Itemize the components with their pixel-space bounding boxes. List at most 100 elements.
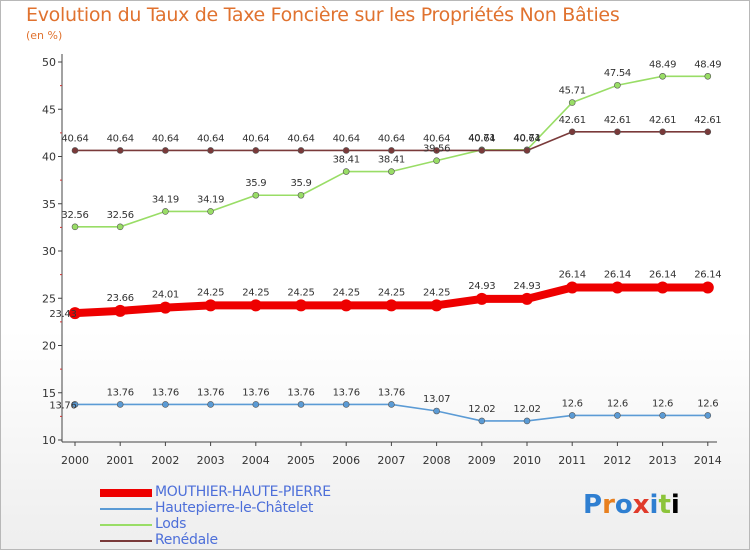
data-label: 48.49	[694, 59, 721, 70]
y-tick-label: 50	[42, 56, 56, 69]
data-label: 42.61	[559, 115, 586, 126]
data-label: 13.76	[378, 387, 405, 398]
x-tick-label: 2002	[151, 454, 179, 467]
data-label: 26.14	[604, 269, 631, 280]
series-point-2	[342, 168, 350, 175]
data-label: 23.43	[49, 309, 76, 320]
y-tick-label: 40	[42, 151, 56, 164]
series-point-0	[340, 299, 353, 312]
data-label: 40.64	[242, 133, 269, 144]
series-point-2	[433, 157, 440, 164]
chart-subtitle: (en %)	[26, 29, 63, 42]
data-label: 13.76	[242, 387, 269, 398]
y-tick-label: 35	[42, 198, 56, 211]
series-point-1	[614, 412, 621, 419]
x-tick-label: 2001	[106, 454, 134, 467]
series-point-3	[162, 147, 169, 154]
series-point-0	[114, 304, 127, 317]
logo-letter: t	[658, 490, 671, 520]
data-label: 40.64	[197, 133, 224, 144]
series-point-2	[162, 208, 169, 215]
y-tick-label: 45	[42, 103, 56, 116]
x-tick-label: 2014	[694, 454, 722, 467]
series-point-0	[521, 292, 533, 305]
series-point-2	[116, 223, 124, 231]
series-point-1	[433, 407, 440, 415]
series-point-1	[116, 401, 124, 408]
series-point-0	[249, 299, 262, 312]
data-label: 40.64	[152, 133, 179, 144]
data-label: 40.64	[513, 133, 540, 144]
x-tick-label: 2003	[197, 454, 225, 467]
data-label: 42.61	[694, 115, 721, 126]
series-point-2	[704, 72, 712, 80]
data-label: 13.76	[287, 387, 314, 398]
data-label: 40.64	[107, 133, 134, 144]
series-point-0	[656, 281, 669, 294]
data-label: 23.66	[107, 293, 134, 304]
data-label: 48.49	[649, 59, 676, 70]
series-point-3	[342, 147, 350, 154]
logo-letter: r	[602, 490, 615, 520]
series-point-2	[71, 223, 79, 231]
series-point-1	[207, 401, 214, 408]
data-label: 40.71	[513, 133, 540, 144]
data-label: 24.25	[423, 287, 450, 298]
y-tick-label: 30	[42, 245, 56, 258]
series-point-1	[252, 401, 260, 408]
proxiti-logo: Proxiti	[583, 490, 680, 520]
series-point-1	[342, 401, 350, 408]
data-label: 24.93	[468, 281, 495, 292]
series-point-3	[252, 147, 260, 154]
data-label: 40.64	[333, 133, 360, 144]
series-point-2	[297, 191, 305, 199]
legend-swatch	[100, 524, 152, 526]
logo-letter: i	[649, 490, 659, 520]
x-tick-label: 2000	[61, 454, 89, 467]
series-point-3	[433, 147, 440, 154]
series-point-0	[159, 301, 172, 314]
data-label: 32.56	[61, 210, 88, 221]
data-label: 13.76	[197, 387, 224, 398]
data-label: 24.25	[378, 287, 405, 298]
series-point-1	[568, 412, 576, 419]
x-tick-label: 2005	[287, 454, 315, 467]
data-label: 45.71	[559, 86, 586, 97]
x-tick-label: 2012	[603, 454, 631, 467]
data-label: 12.02	[513, 404, 540, 415]
logo-letter: x	[632, 490, 650, 520]
x-tick-label: 2007	[377, 454, 405, 467]
series-point-0	[69, 307, 81, 320]
legend-label: Renédale	[155, 532, 218, 548]
data-label: 34.19	[197, 194, 224, 205]
y-tick-label: 20	[42, 340, 56, 353]
series-point-1	[162, 401, 169, 408]
data-label: 35.9	[290, 178, 311, 189]
data-label: 40.64	[378, 133, 405, 144]
data-label: 35.9	[245, 178, 266, 189]
legend-label: MOUTHIER-HAUTE-PIERRE	[155, 484, 331, 500]
data-label: 24.25	[333, 287, 360, 298]
data-label: 40.64	[468, 133, 495, 144]
data-label: 40.64	[423, 133, 450, 144]
series-point-3	[478, 147, 486, 154]
data-label: 13.76	[49, 400, 76, 411]
data-label: 12.6	[652, 398, 673, 409]
series-point-1	[388, 401, 395, 408]
y-tick-label: 10	[42, 434, 56, 447]
series-point-3	[71, 147, 79, 154]
series-point-0	[430, 299, 443, 312]
legend-swatch	[100, 489, 152, 497]
series-point-1	[659, 412, 666, 419]
data-label: 40.71	[468, 133, 495, 144]
series-point-3	[207, 147, 214, 154]
series-point-3	[614, 128, 621, 136]
series-point-2	[568, 99, 576, 106]
data-label: 12.02	[468, 404, 495, 415]
series-point-0	[611, 281, 624, 294]
series-point-3	[388, 147, 395, 154]
series-point-2	[659, 72, 666, 80]
y-tick-label: 15	[42, 387, 56, 400]
series-point-1	[523, 417, 531, 425]
